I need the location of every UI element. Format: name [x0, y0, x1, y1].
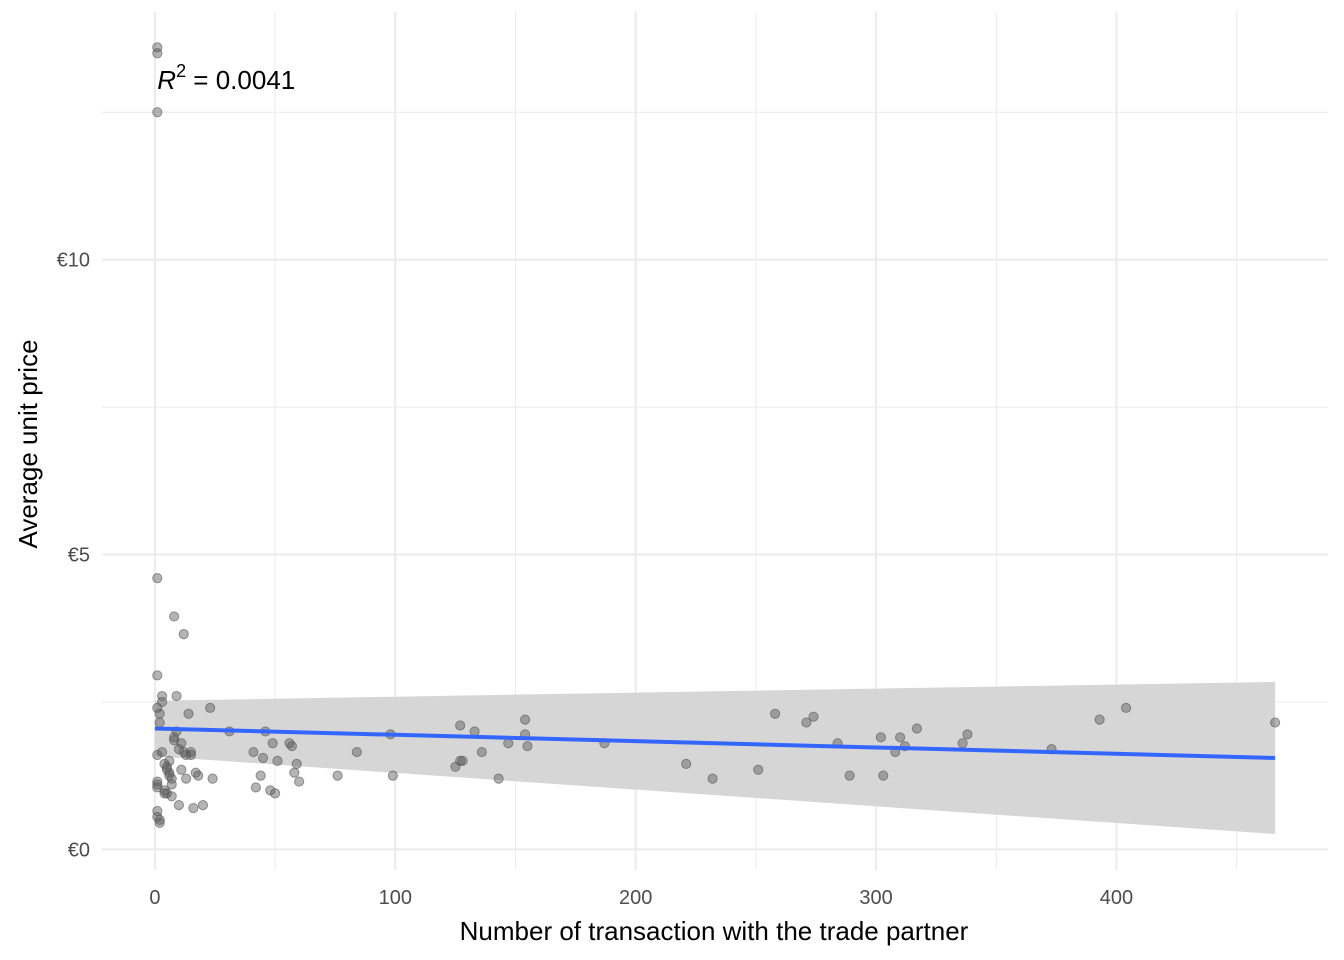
data-point [519, 714, 531, 725]
data-point [171, 690, 182, 702]
data-points [152, 42, 1281, 828]
data-point [156, 690, 168, 702]
data-point [178, 629, 189, 640]
confidence-band-layer [154, 681, 1276, 835]
data-point [469, 726, 480, 737]
r-superscript: 2 [176, 61, 186, 81]
data-point [707, 773, 718, 784]
y-tick-label: €10 [57, 250, 90, 272]
data-point [332, 770, 343, 781]
data-point [154, 708, 165, 719]
x-tick-label: 200 [619, 887, 652, 909]
data-point [294, 776, 305, 787]
data-point [493, 773, 504, 784]
data-point [185, 749, 197, 761]
r-symbol: R [157, 65, 176, 95]
data-point [154, 814, 165, 825]
data-point [181, 773, 192, 784]
data-point [188, 802, 199, 814]
data-point [154, 717, 165, 728]
data-point [289, 767, 300, 778]
data-point [962, 729, 973, 740]
data-point [455, 755, 466, 767]
data-point [152, 107, 163, 118]
regression-line [154, 726, 1276, 760]
data-point [286, 741, 298, 752]
tick-labels: 0 100 200 300 400 €0 €5 €10 [57, 250, 1134, 909]
data-point [152, 670, 163, 681]
data-point [895, 732, 906, 743]
data-point [801, 717, 812, 728]
data-point [164, 767, 175, 778]
confidence-band [154, 681, 1276, 835]
data-point [156, 696, 168, 708]
data-point [166, 773, 177, 784]
data-point [753, 764, 764, 775]
data-point [351, 746, 362, 758]
data-point [156, 746, 168, 758]
data-point [808, 711, 819, 722]
x-tick-label: 400 [1100, 887, 1133, 909]
data-point [166, 791, 177, 802]
data-point [1120, 702, 1132, 713]
data-point [875, 732, 886, 743]
data-point [185, 746, 197, 758]
data-point [878, 770, 889, 781]
data-point [1270, 717, 1281, 728]
data-point [169, 732, 180, 743]
x-tick-label: 100 [379, 887, 412, 909]
data-point [207, 773, 218, 784]
data-point [272, 755, 283, 767]
data-point [152, 779, 163, 790]
data-point [257, 752, 269, 764]
data-point [476, 746, 487, 758]
data-point [250, 782, 261, 793]
data-point [269, 788, 281, 799]
data-point [291, 758, 302, 769]
data-point [173, 800, 185, 811]
data-point [911, 723, 923, 734]
data-point [387, 770, 398, 781]
data-point [503, 738, 514, 749]
data-point [193, 770, 204, 781]
data-point [255, 770, 266, 781]
data-point [176, 764, 187, 775]
data-point [957, 738, 968, 749]
data-point [152, 48, 163, 59]
data-point [205, 702, 216, 713]
data-point [267, 738, 278, 749]
x-tick-label: 0 [149, 887, 160, 909]
data-point [152, 776, 163, 787]
data-point [1094, 714, 1105, 725]
data-point [197, 800, 209, 811]
data-point [164, 755, 175, 767]
y-tick-label: €0 [68, 839, 90, 861]
data-point [152, 573, 163, 584]
data-point [169, 611, 180, 622]
r-squared-annotation: R2 = 0.0041 [157, 61, 295, 95]
r-squared-value: = 0.0041 [186, 65, 295, 95]
x-axis-title: Number of transaction with the trade par… [460, 916, 969, 946]
data-point [183, 708, 194, 719]
data-point [522, 741, 533, 752]
data-point [681, 758, 692, 769]
data-point [166, 779, 177, 790]
data-point [152, 42, 163, 53]
data-point [457, 755, 468, 767]
data-point [176, 738, 187, 749]
data-point [154, 817, 165, 828]
data-point [248, 746, 259, 758]
x-tick-label: 300 [859, 887, 892, 909]
y-axis-title: Average unit price [13, 339, 43, 548]
regression-line-layer [154, 726, 1276, 760]
y-tick-label: €5 [68, 545, 90, 567]
data-point [455, 720, 466, 731]
data-point [844, 770, 855, 781]
data-point [769, 708, 781, 719]
